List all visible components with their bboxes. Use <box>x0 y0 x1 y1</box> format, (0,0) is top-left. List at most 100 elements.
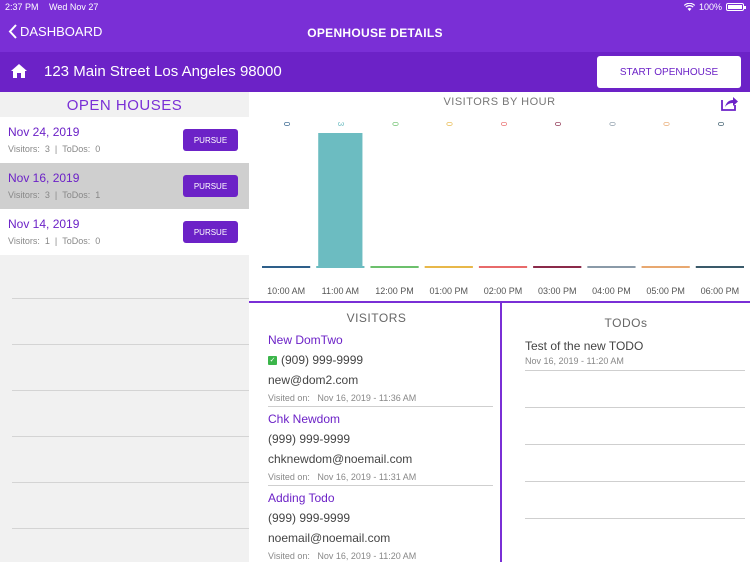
nav-bar: DASHBOARD OPENHOUSE DETAILS <box>0 14 750 52</box>
bar-value-label: 0 <box>662 122 671 127</box>
open-houses-panel: OPEN HOUSES Nov 24, 2019 Visitors: 3 | To… <box>0 92 249 562</box>
visited-label: Visited on: <box>268 472 310 482</box>
bar-value-label: 0 <box>390 122 399 127</box>
bar-value-label: 0 <box>553 122 562 127</box>
visitor-name[interactable]: Adding Todo <box>268 491 335 505</box>
battery-icon <box>726 3 746 11</box>
visitors-panel: VISITORS New DomTwo ✓ (909) 999-9999 new@do… <box>253 303 500 562</box>
visitors-count: 1 <box>44 236 50 246</box>
open-house-meta: Visitors: 3 | ToDos: 1 <box>8 190 101 200</box>
empty-list-rows <box>12 253 249 562</box>
share-icon[interactable] <box>721 95 739 111</box>
x-tick-label: 11:00 AM <box>322 286 359 296</box>
pursue-button[interactable]: PURSUE <box>183 129 238 151</box>
todos-title: TODOs <box>604 316 648 330</box>
bar-baseline <box>587 266 636 268</box>
battery-percent: 100% <box>698 2 722 12</box>
open-houses-list: Nov 24, 2019 Visitors: 3 | ToDos: 0 PURSUE… <box>0 117 249 255</box>
bar-baseline <box>641 266 690 268</box>
page-title: OPENHOUSE DETAILS <box>307 26 443 40</box>
empty-todo-row <box>525 482 745 519</box>
empty-todo-row <box>525 408 745 445</box>
x-tick-label: 02:00 PM <box>484 286 523 296</box>
open-houses-title: OPEN HOUSES <box>66 97 183 114</box>
visited-time: Nov 16, 2019 - 11:31 AM <box>317 472 417 482</box>
start-openhouse-button[interactable]: START OPENHOUSE <box>597 56 741 88</box>
bar-value-label: 3 <box>336 122 345 127</box>
status-bar: 2:37 PM Wed Nov 27 100% <box>0 0 750 14</box>
todo-text: Test of the new TODO <box>525 339 644 353</box>
back-label: DASHBOARD <box>20 24 103 39</box>
chevron-left-icon <box>8 24 17 39</box>
wifi-icon <box>683 3 695 11</box>
open-house-item[interactable]: Nov 24, 2019 Visitors: 3 | ToDos: 0 PURSUE <box>0 117 249 163</box>
visitor-phone-row: (999) 999-9999 <box>268 511 493 525</box>
bar-baseline <box>370 266 419 268</box>
checkmark-icon: ✓ <box>268 355 277 365</box>
visitors-count: 3 <box>44 190 50 200</box>
todos-count: 0 <box>95 144 101 154</box>
todos-list: Test of the new TODO Nov 16, 2019 - 11:20… <box>502 330 750 371</box>
visited-label: Visited on: <box>268 551 310 561</box>
todos-label: ToDos: <box>62 190 91 200</box>
pursue-button[interactable]: PURSUE <box>183 175 238 197</box>
bar-value-label: 0 <box>499 122 508 127</box>
open-house-item[interactable]: Nov 16, 2019 Visitors: 3 | ToDos: 1 PURSUE <box>0 163 249 209</box>
visited-label: Visited on: <box>268 393 310 403</box>
bar-baseline <box>533 266 582 268</box>
visitor-visited: Visited on: Nov 16, 2019 - 11:20 AM <box>268 551 493 561</box>
visitor-item[interactable]: Adding Todo (999) 999-9999 noemail@noemail… <box>268 486 493 562</box>
todo-date: Nov 16, 2019 - 11:20 AM <box>525 356 624 366</box>
home-icon[interactable] <box>10 63 28 79</box>
bar-baseline <box>478 266 528 268</box>
todo-item[interactable]: Test of the new TODO Nov 16, 2019 - 11:20… <box>525 330 745 371</box>
bar <box>318 133 363 267</box>
visitor-email: noemail@noemail.com <box>268 531 391 545</box>
todos-label: ToDos: <box>62 144 91 154</box>
todos-count: 0 <box>95 236 101 246</box>
todos-label: ToDos: <box>62 236 91 246</box>
back-button[interactable]: DASHBOARD <box>8 24 102 39</box>
visitors-count: 3 <box>44 144 50 154</box>
property-address: 123 Main Street Los Angeles 98000 <box>44 63 282 80</box>
x-tick-label: 12:00 PM <box>375 286 414 296</box>
bar-baseline <box>424 266 473 268</box>
chart-title: VISITORS BY HOUR <box>443 96 556 108</box>
bar-value-label: 0 <box>282 122 291 127</box>
visitor-name[interactable]: New DomTwo <box>268 333 343 347</box>
visitor-visited: Visited on: Nov 16, 2019 - 11:31 AM <box>268 472 493 482</box>
open-house-meta: Visitors: 3 | ToDos: 0 <box>8 144 101 154</box>
x-tick-label: 01:00 PM <box>430 286 469 296</box>
visitor-phone: (999) 999-9999 <box>268 511 351 525</box>
visitors-label: Visitors: <box>8 144 40 154</box>
open-house-date: Nov 24, 2019 <box>8 125 80 139</box>
status-time: 2:37 PM <box>5 2 39 12</box>
pursue-button[interactable]: PURSUE <box>183 221 238 243</box>
visitor-item[interactable]: New DomTwo ✓ (909) 999-9999 new@dom2.com Vis… <box>268 325 493 407</box>
bar-baseline <box>262 266 311 268</box>
visitor-phone: (909) 999-9999 <box>281 353 364 367</box>
visited-time: Nov 16, 2019 - 11:20 AM <box>317 551 417 561</box>
open-house-date: Nov 16, 2019 <box>8 171 80 185</box>
open-house-meta: Visitors: 1 | ToDos: 0 <box>8 236 101 246</box>
open-house-date: Nov 14, 2019 <box>8 217 80 231</box>
todos-count: 1 <box>95 190 101 200</box>
bar-value-label: 0 <box>445 122 454 127</box>
empty-todo-row <box>525 371 745 408</box>
visitors-list: New DomTwo ✓ (909) 999-9999 new@dom2.com Vis… <box>253 325 500 562</box>
x-tick-label: 06:00 PM <box>701 286 740 296</box>
visitor-item[interactable]: Chk Newdom (999) 999-9999 chknewdom@noemai… <box>268 407 493 486</box>
visitor-email: new@dom2.com <box>268 373 359 387</box>
visitors-label: Visitors: <box>8 190 40 200</box>
bar-baseline <box>695 266 744 268</box>
visitor-phone-row: ✓ (909) 999-9999 <box>268 353 493 367</box>
status-date: Wed Nov 27 <box>49 2 99 12</box>
open-house-item[interactable]: Nov 14, 2019 Visitors: 1 | ToDos: 0 PURSUE <box>0 209 249 255</box>
x-tick-label: 05:00 PM <box>646 286 685 296</box>
x-tick-label: 04:00 PM <box>592 286 631 296</box>
visitor-phone: (999) 999-9999 <box>268 432 351 446</box>
x-tick-label: 03:00 PM <box>538 286 577 296</box>
property-header: 123 Main Street Los Angeles 98000 START … <box>0 52 750 92</box>
visitor-name[interactable]: Chk Newdom <box>268 412 341 426</box>
visited-time: Nov 16, 2019 - 11:36 AM <box>317 393 417 403</box>
